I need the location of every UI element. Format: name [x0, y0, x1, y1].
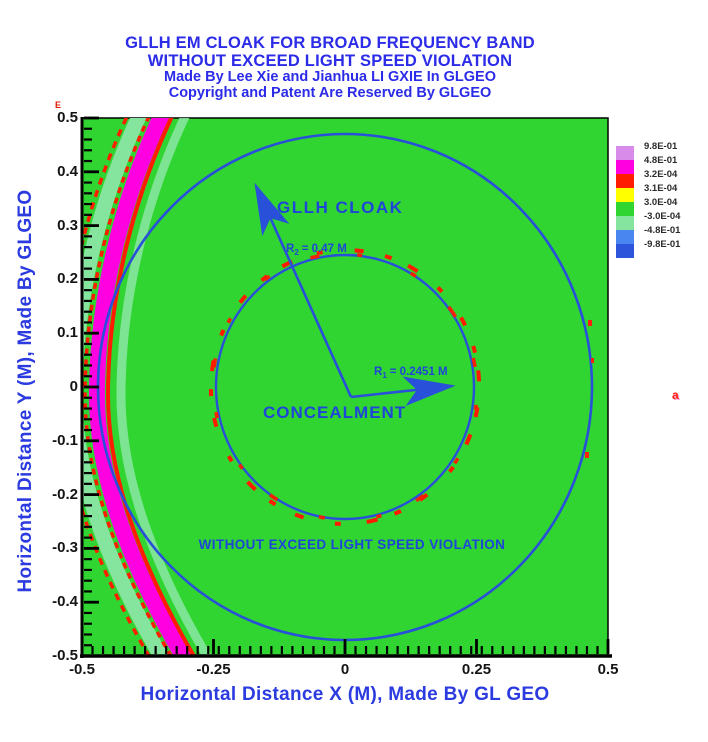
x-tick-label: -0.25	[196, 661, 231, 678]
stray-red-mark-left: E	[55, 100, 62, 110]
y-tick-label: -0.3	[52, 539, 78, 557]
wavefront-seafoam-band	[82, 118, 170, 656]
y-tick-label: 0.5	[57, 109, 78, 126]
colorbar-label: -9.8E-01	[644, 238, 681, 250]
r1-symbol: R	[374, 366, 383, 378]
y-tick-label: 0.3	[57, 216, 78, 234]
x-tick-label: 0.5	[597, 661, 619, 678]
colorbar-band	[616, 230, 634, 244]
colorbar-band	[616, 188, 634, 202]
x-tick-label: 0.25	[461, 661, 492, 678]
r2-symbol: R	[286, 243, 295, 255]
stray-red-mark-right: a	[672, 388, 679, 402]
title-line-1: GLLH EM CLOAK FOR BROAD FREQUENCY BAND	[125, 34, 535, 52]
figure-title: GLLH EM CLOAK FOR BROAD FREQUENCY BAND W…	[30, 34, 630, 102]
colorbar-label: 3.0E-04	[644, 196, 678, 208]
r1-subscript: 1	[382, 371, 387, 380]
colorbar-band	[616, 216, 634, 230]
y-tick-label: -0.4	[52, 593, 78, 611]
colorbar-band	[616, 132, 634, 146]
inner-concealment-circle	[214, 253, 476, 521]
colorbar-band	[616, 174, 634, 188]
y-tick-label: -0.5	[52, 647, 78, 664]
wavefront-red-dash-outer	[82, 118, 151, 656]
r2-value: = 0.47 M	[302, 243, 347, 255]
r2-subscript: 2	[294, 248, 299, 257]
x-tick-label: 0	[340, 661, 350, 678]
colorbar-band	[616, 202, 634, 216]
axis-ticks	[80, 116, 610, 658]
title-line-4: Copyright and Patent Are Reserved By GLG…	[168, 85, 492, 102]
r2-value-label: R2 = 0.47 M	[286, 243, 347, 257]
red-dashed-ring-2	[211, 252, 479, 522]
y-tick-label: 0.1	[57, 324, 78, 342]
gllh-cloak-label: GLLH CLOAK	[277, 198, 403, 217]
colorbar-label: -4.8E-01	[644, 224, 681, 236]
colorbar-label: 9.8E-01	[644, 140, 678, 152]
title-line-3: Made By Lee Xie and Jianhua LI GXIE In G…	[164, 69, 496, 86]
concealment-label: CONCEALMENT	[263, 403, 406, 422]
colorbar-label: 4.8E-01	[644, 154, 678, 166]
wavefront-seafoam-trailing	[116, 118, 213, 656]
y-tick-label: 0.2	[57, 270, 78, 288]
x-axis-title: Horizontal Distance X (M), Made By GL GE…	[140, 684, 550, 705]
r1-value: = 0.2451 M	[390, 366, 448, 378]
colorbar-band	[616, 244, 634, 258]
y-tick-label: 0	[69, 378, 78, 395]
colorbar-label: 3.1E-04	[644, 182, 678, 194]
colorbar	[616, 132, 634, 258]
y-tick-label: -0.2	[52, 485, 78, 503]
colorbar-band	[616, 160, 634, 174]
r1-value-label: R1 = 0.2451 M	[374, 366, 448, 380]
r1-radius-arrow	[350, 376, 456, 406]
colorbar-band	[616, 146, 634, 160]
y-tick-label: 0.4	[57, 162, 78, 180]
colorbar-label: 3.2E-04	[644, 168, 678, 180]
bottom-note-label: WITHOUT EXCEED LIGHT SPEED VIOLATION	[199, 537, 506, 552]
y-axis-title: Horizontal Distance Y (M), Made By GLGEO	[15, 189, 36, 593]
title-line-2: WITHOUT EXCEED LIGHT SPEED VIOLATION	[147, 52, 513, 71]
colorbar-label: -3.0E-04	[644, 210, 681, 222]
wavefront-red-edge	[105, 118, 197, 656]
field-red-specks	[585, 320, 594, 458]
y-tick-label: -0.1	[52, 431, 78, 449]
x-tick-label: -0.5	[69, 661, 95, 678]
r2-radius-arrow	[254, 182, 353, 398]
